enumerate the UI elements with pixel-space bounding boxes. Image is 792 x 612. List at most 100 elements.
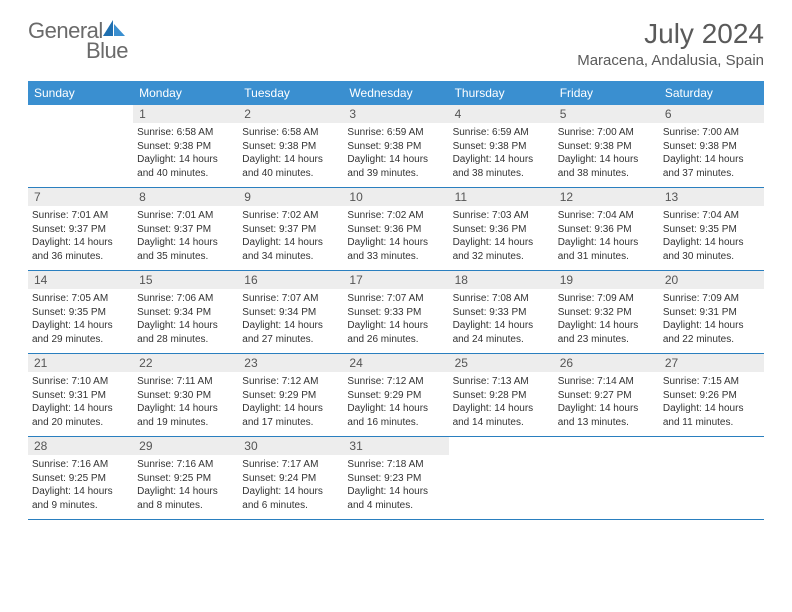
daylight-text: Daylight: 14 hours and 24 minutes.	[453, 319, 550, 346]
daylight-text: Daylight: 14 hours and 32 minutes.	[453, 236, 550, 263]
calendar-day: 20Sunrise: 7:09 AMSunset: 9:31 PMDayligh…	[659, 271, 764, 353]
daylight-text: Daylight: 14 hours and 22 minutes.	[663, 319, 760, 346]
calendar-day: 22Sunrise: 7:11 AMSunset: 9:30 PMDayligh…	[133, 354, 238, 436]
sunset-text: Sunset: 9:29 PM	[347, 389, 444, 403]
sunset-text: Sunset: 9:24 PM	[242, 472, 339, 486]
calendar-week: 1Sunrise: 6:58 AMSunset: 9:38 PMDaylight…	[28, 105, 764, 188]
daylight-text: Daylight: 14 hours and 39 minutes.	[347, 153, 444, 180]
sunset-text: Sunset: 9:30 PM	[137, 389, 234, 403]
calendar-day: 14Sunrise: 7:05 AMSunset: 9:35 PMDayligh…	[28, 271, 133, 353]
sunset-text: Sunset: 9:31 PM	[663, 306, 760, 320]
sunset-text: Sunset: 9:38 PM	[453, 140, 550, 154]
daylight-text: Daylight: 14 hours and 36 minutes.	[32, 236, 129, 263]
calendar-day: 19 Sunrise: 7:09 AMSunset: 9:32 PMDayligh…	[554, 271, 659, 353]
day-number: 7	[28, 188, 133, 206]
day-number: 21	[28, 354, 133, 372]
daylight-text: Daylight: 14 hours and 40 minutes.	[242, 153, 339, 180]
sunrise-text: Sunrise: 7:00 AM	[558, 126, 655, 140]
sunrise-text: Sunrise: 7:12 AM	[347, 375, 444, 389]
calendar-day: 13Sunrise: 7:04 AMSunset: 9:35 PMDayligh…	[659, 188, 764, 270]
day-number: 19	[554, 271, 659, 289]
sunrise-text: Sunrise: 7:16 AM	[32, 458, 129, 472]
daylight-text: Daylight: 14 hours and 17 minutes.	[242, 402, 339, 429]
day-number: 9	[238, 188, 343, 206]
sunset-text: Sunset: 9:25 PM	[137, 472, 234, 486]
sunset-text: Sunset: 9:37 PM	[137, 223, 234, 237]
calendar-day: 7Sunrise: 7:01 AMSunset: 9:37 PMDaylight…	[28, 188, 133, 270]
daylight-text: Daylight: 14 hours and 4 minutes.	[347, 485, 444, 512]
daylight-text: Daylight: 14 hours and 37 minutes.	[663, 153, 760, 180]
day-info: Sunrise: 7:04 AMSunset: 9:36 PMDaylight:…	[558, 209, 655, 263]
day-number	[554, 437, 659, 455]
day-info: Sunrise: 7:00 AMSunset: 9:38 PMDaylight:…	[663, 126, 760, 180]
day-number: 26	[554, 354, 659, 372]
daylight-text: Daylight: 14 hours and 11 minutes.	[663, 402, 760, 429]
calendar-day: 27Sunrise: 7:15 AMSunset: 9:26 PMDayligh…	[659, 354, 764, 436]
sunrise-text: Sunrise: 7:01 AM	[137, 209, 234, 223]
sunset-text: Sunset: 9:37 PM	[242, 223, 339, 237]
day-number: 6	[659, 105, 764, 123]
sunrise-text: Sunrise: 7:13 AM	[453, 375, 550, 389]
calendar-day: 23 Sunrise: 7:12 AMSunset: 9:29 PMDayligh…	[238, 354, 343, 436]
daylight-text: Daylight: 14 hours and 29 minutes.	[32, 319, 129, 346]
calendar-day	[28, 105, 133, 187]
day-info: Sunrise: 6:59 AMSunset: 9:38 PMDaylight:…	[347, 126, 444, 180]
day-info: Sunrise: 7:09 AMSunset: 9:31 PMDaylight:…	[663, 292, 760, 346]
day-number: 4	[449, 105, 554, 123]
logo-text-blue: Blue	[86, 38, 128, 64]
sunset-text: Sunset: 9:27 PM	[558, 389, 655, 403]
sunrise-text: Sunrise: 7:08 AM	[453, 292, 550, 306]
logo: General Blue	[28, 18, 125, 44]
day-number: 22	[133, 354, 238, 372]
day-info: Sunrise: 6:58 AMSunset: 9:38 PMDaylight:…	[137, 126, 234, 180]
daylight-text: Daylight: 14 hours and 26 minutes.	[347, 319, 444, 346]
day-number: 25	[449, 354, 554, 372]
calendar-day: 16Sunrise: 7:07 AMSunset: 9:34 PMDayligh…	[238, 271, 343, 353]
day-info: Sunrise: 6:58 AMSunset: 9:38 PMDaylight:…	[242, 126, 339, 180]
weekday-header: Sunday	[28, 81, 133, 105]
daylight-text: Daylight: 14 hours and 38 minutes.	[453, 153, 550, 180]
calendar-day: 11Sunrise: 7:03 AMSunset: 9:36 PMDayligh…	[449, 188, 554, 270]
calendar-week: 14Sunrise: 7:05 AMSunset: 9:35 PMDayligh…	[28, 271, 764, 354]
calendar-day: 17Sunrise: 7:07 AMSunset: 9:33 PMDayligh…	[343, 271, 448, 353]
calendar-day	[554, 437, 659, 519]
header: General Blue July 2024 Maracena, Andalus…	[28, 18, 764, 69]
weekday-header: Thursday	[449, 81, 554, 105]
sunrise-text: Sunrise: 7:05 AM	[32, 292, 129, 306]
day-number: 30	[238, 437, 343, 455]
day-info: Sunrise: 7:18 AMSunset: 9:23 PMDaylight:…	[347, 458, 444, 512]
weekday-header: Wednesday	[343, 81, 448, 105]
sunrise-text: Sunrise: 7:07 AM	[242, 292, 339, 306]
sunset-text: Sunset: 9:28 PM	[453, 389, 550, 403]
day-number: 31	[343, 437, 448, 455]
sunrise-text: Sunrise: 7:07 AM	[347, 292, 444, 306]
calendar-day: 8Sunrise: 7:01 AMSunset: 9:37 PMDaylight…	[133, 188, 238, 270]
sunset-text: Sunset: 9:33 PM	[453, 306, 550, 320]
daylight-text: Daylight: 14 hours and 6 minutes.	[242, 485, 339, 512]
day-info: Sunrise: 7:12 AMSunset: 9:29 PMDaylight:…	[242, 375, 339, 429]
day-info: Sunrise: 7:07 AMSunset: 9:33 PMDaylight:…	[347, 292, 444, 346]
sunset-text: Sunset: 9:36 PM	[453, 223, 550, 237]
sunrise-text: Sunrise: 7:06 AM	[137, 292, 234, 306]
day-info: Sunrise: 7:01 AMSunset: 9:37 PMDaylight:…	[137, 209, 234, 263]
day-number: 3	[343, 105, 448, 123]
day-number	[449, 437, 554, 455]
day-number: 2	[238, 105, 343, 123]
sunset-text: Sunset: 9:35 PM	[663, 223, 760, 237]
calendar-day: 12Sunrise: 7:04 AMSunset: 9:36 PMDayligh…	[554, 188, 659, 270]
calendar-day: 29Sunrise: 7:16 AMSunset: 9:25 PMDayligh…	[133, 437, 238, 519]
sunrise-text: Sunrise: 7:09 AM	[558, 292, 655, 306]
calendar-day: 5Sunrise: 7:00 AMSunset: 9:38 PMDaylight…	[554, 105, 659, 187]
day-number: 23	[238, 354, 343, 372]
calendar-day: 21Sunrise: 7:10 AMSunset: 9:31 PMDayligh…	[28, 354, 133, 436]
sunset-text: Sunset: 9:38 PM	[242, 140, 339, 154]
day-number	[659, 437, 764, 455]
day-info: Sunrise: 6:59 AMSunset: 9:38 PMDaylight:…	[453, 126, 550, 180]
day-info: Sunrise: 7:09 AMSunset: 9:32 PMDaylight:…	[558, 292, 655, 346]
daylight-text: Daylight: 14 hours and 8 minutes.	[137, 485, 234, 512]
calendar-day: 24Sunrise: 7:12 AMSunset: 9:29 PMDayligh…	[343, 354, 448, 436]
daylight-text: Daylight: 14 hours and 14 minutes.	[453, 402, 550, 429]
sunset-text: Sunset: 9:35 PM	[32, 306, 129, 320]
sunset-text: Sunset: 9:34 PM	[137, 306, 234, 320]
sunrise-text: Sunrise: 7:11 AM	[137, 375, 234, 389]
